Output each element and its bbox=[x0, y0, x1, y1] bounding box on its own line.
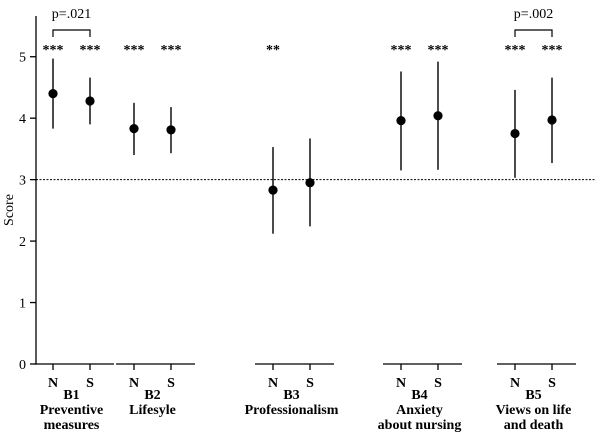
group-label-b1: B1 bbox=[63, 388, 79, 403]
comparison-bracket bbox=[52, 29, 91, 37]
mean-point bbox=[305, 178, 315, 188]
x-tick-label: N bbox=[48, 376, 58, 391]
mean-point bbox=[48, 89, 58, 99]
y-tick-label: 3 bbox=[19, 174, 26, 189]
mean-point bbox=[396, 116, 406, 126]
significance-label: *** bbox=[161, 43, 182, 58]
x-tick-label: S bbox=[434, 376, 442, 391]
group-label-b3: B3 bbox=[283, 388, 299, 403]
x-tick-label: N bbox=[268, 376, 278, 391]
p-value-label: p=.021 bbox=[52, 7, 91, 22]
annotations: p=.021 p=.002 bbox=[52, 7, 553, 37]
significance-label: *** bbox=[43, 43, 64, 58]
comparison-bracket bbox=[514, 29, 553, 37]
group-label-b2: B2 bbox=[144, 388, 160, 403]
x-tick-label: S bbox=[548, 376, 556, 391]
x-tick-label: N bbox=[129, 376, 139, 391]
group-label-b5: Views on life bbox=[496, 403, 572, 418]
significance-label: *** bbox=[505, 43, 526, 58]
y-axis: 0 1 2 3 4 5 bbox=[19, 16, 37, 373]
y-tick-label: 1 bbox=[19, 297, 26, 312]
group-label-b5: and death bbox=[504, 418, 564, 433]
mean-point bbox=[268, 185, 278, 195]
group-label-b5: B5 bbox=[525, 388, 541, 403]
significance-label: *** bbox=[80, 43, 101, 58]
mean-point bbox=[547, 115, 557, 125]
y-tick-label: 0 bbox=[19, 358, 26, 373]
data-marks: *** *** *** *** ** *** *** *** *** bbox=[43, 43, 563, 234]
x-tick-label: S bbox=[167, 376, 175, 391]
mean-point bbox=[510, 128, 520, 139]
mean-point bbox=[129, 124, 139, 134]
significance-label: *** bbox=[542, 43, 563, 58]
x-tick-label: S bbox=[86, 376, 94, 391]
significance-label: ** bbox=[266, 43, 280, 58]
y-tick-label: 4 bbox=[19, 112, 26, 127]
x-tick-label: N bbox=[396, 376, 406, 391]
group-label-b2: Lifesyle bbox=[129, 403, 176, 418]
y-tick-label: 2 bbox=[19, 235, 26, 250]
p-value-label: p=.002 bbox=[514, 7, 553, 22]
mean-point bbox=[166, 125, 176, 135]
x-tick-label: N bbox=[510, 376, 520, 391]
mean-point bbox=[433, 111, 443, 121]
group-label-b1: measures bbox=[44, 418, 100, 433]
x-tick-label: S bbox=[306, 376, 314, 391]
significance-label: *** bbox=[428, 43, 449, 58]
y-tick-label: 5 bbox=[19, 51, 26, 66]
group-label-b3: Professionalism bbox=[245, 403, 339, 418]
significance-label: *** bbox=[124, 43, 145, 58]
group-label-b4: about nursing bbox=[378, 418, 462, 433]
mean-point bbox=[85, 96, 95, 106]
group-label-b4: Anxiety bbox=[396, 403, 443, 418]
group-label-b1: Preventive bbox=[40, 403, 104, 418]
y-axis-label: Score bbox=[2, 194, 17, 226]
significance-label: *** bbox=[391, 43, 412, 58]
group-label-b4: B4 bbox=[411, 388, 427, 403]
